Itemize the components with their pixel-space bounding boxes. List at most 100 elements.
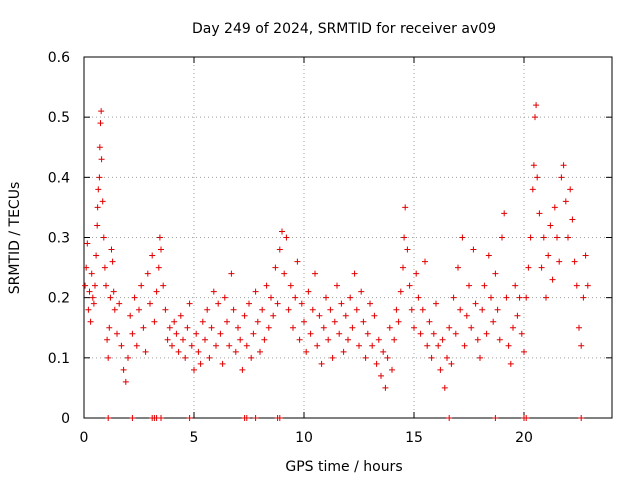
data-point (415, 294, 422, 301)
data-point (274, 300, 281, 307)
data-point (364, 330, 371, 337)
data-point (411, 324, 417, 331)
data-point (241, 312, 248, 319)
data-point (116, 300, 123, 307)
data-point (283, 234, 290, 241)
data-point (261, 336, 268, 343)
data-point (463, 312, 470, 319)
data-point (188, 342, 195, 349)
data-point (301, 318, 307, 325)
data-point (86, 288, 93, 295)
data-point (162, 306, 169, 313)
data-point (199, 318, 206, 325)
zero-data-point (276, 415, 283, 421)
data-point (523, 294, 530, 301)
data-point (437, 366, 444, 373)
zero-value-points (105, 415, 585, 421)
data-point (378, 372, 384, 379)
data-point (101, 264, 108, 271)
data-point (96, 144, 103, 151)
data-point (408, 306, 415, 313)
data-point (492, 270, 499, 277)
data-point (228, 270, 235, 277)
data-point (99, 198, 106, 205)
data-point (488, 294, 494, 301)
data-point (371, 312, 378, 319)
data-point (164, 336, 171, 343)
data-point (204, 306, 211, 313)
data-point (428, 354, 435, 361)
data-point (265, 324, 272, 331)
data-point (202, 336, 208, 343)
data-point (160, 282, 167, 289)
zero-data-point (186, 415, 193, 421)
data-point (512, 282, 519, 289)
data-point (318, 360, 325, 367)
data-point (307, 330, 314, 337)
data-points (82, 102, 591, 391)
data-point (149, 252, 156, 259)
data-point (576, 324, 582, 331)
data-point (118, 342, 125, 349)
data-point (510, 324, 516, 331)
data-point (384, 354, 391, 361)
data-point (496, 336, 503, 343)
data-point (197, 360, 204, 367)
data-point (136, 306, 142, 313)
data-point (422, 258, 428, 265)
data-point (292, 294, 299, 301)
data-point (347, 294, 354, 301)
data-point (327, 306, 334, 313)
data-point (538, 264, 545, 271)
data-point (369, 342, 376, 349)
data-point (360, 318, 367, 325)
data-point (452, 330, 459, 337)
y-tick-label: 0.2 (48, 291, 70, 307)
data-point (507, 360, 514, 367)
data-point (417, 330, 424, 337)
data-point (93, 252, 100, 259)
data-point (518, 330, 525, 337)
data-point (499, 234, 505, 241)
data-point (230, 306, 237, 313)
data-point (210, 288, 217, 295)
data-point (393, 306, 400, 313)
y-tick-label: 0.5 (48, 110, 70, 126)
data-point (435, 342, 442, 349)
data-point (224, 318, 230, 325)
data-point (457, 306, 464, 313)
data-point (485, 252, 492, 259)
data-point (549, 276, 556, 283)
data-point (250, 330, 257, 337)
y-tick-label: 0.3 (48, 231, 70, 247)
data-point (514, 312, 521, 319)
data-point (353, 306, 360, 313)
data-point (401, 234, 408, 241)
data-point (521, 348, 527, 355)
data-point (272, 264, 279, 271)
data-point (85, 306, 92, 313)
data-point (400, 264, 406, 271)
y-tick-labels: 0 0.1 0.2 0.3 0.4 0.5 0.6 (48, 50, 70, 427)
data-point (103, 282, 109, 289)
data-point (147, 300, 153, 307)
data-point (565, 234, 571, 241)
data-point (156, 234, 163, 241)
data-point (263, 282, 270, 289)
data-point (191, 366, 197, 373)
data-point (182, 354, 189, 361)
data-point (95, 186, 102, 193)
data-point (127, 312, 134, 319)
data-point (184, 324, 191, 331)
data-point (358, 288, 365, 295)
y-tick-label: 0 (61, 411, 70, 427)
data-point (413, 270, 420, 277)
data-point (90, 300, 97, 307)
x-axis-label: GPS time / hours (285, 459, 402, 475)
data-point (340, 348, 347, 355)
data-point (402, 204, 409, 211)
data-point (175, 348, 182, 355)
data-point (450, 294, 457, 301)
